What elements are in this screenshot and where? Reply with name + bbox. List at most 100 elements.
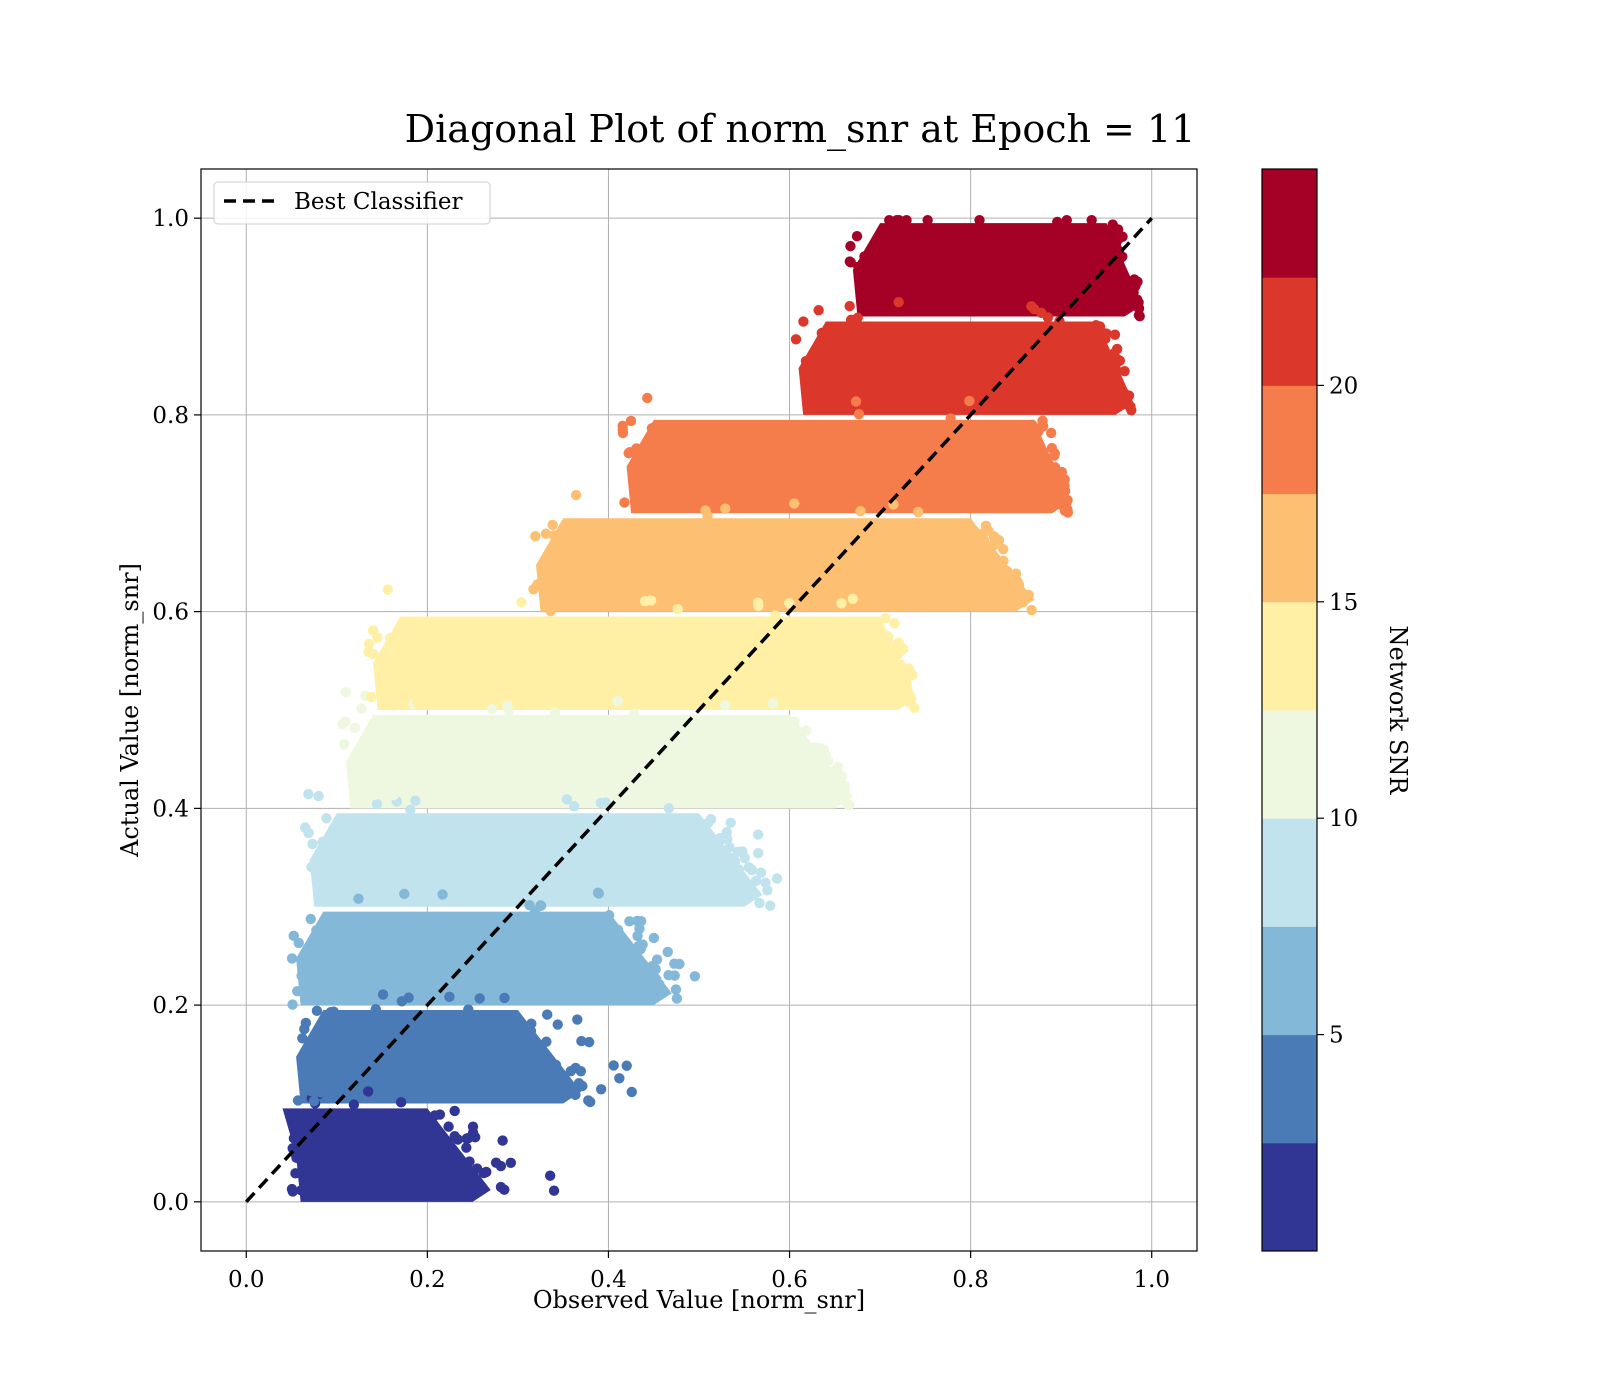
scatter-point-4-52 bbox=[340, 686, 352, 698]
scatter-point-3-45 bbox=[771, 873, 783, 884]
scatter-point-8-27 bbox=[893, 297, 904, 308]
scatter-point-2-53 bbox=[593, 888, 604, 899]
scatter-point-2-43 bbox=[535, 900, 547, 912]
scatter-point-2-26 bbox=[315, 946, 326, 957]
scatter-point-0-50 bbox=[290, 1168, 301, 1179]
colorbar-segment-7 bbox=[1262, 385, 1317, 495]
scatter-point-0-40 bbox=[548, 1185, 560, 1196]
x-tick-label-1: 0.2 bbox=[409, 1267, 446, 1293]
scatter-point-8-54 bbox=[1119, 365, 1130, 377]
scatter-point-2-54 bbox=[353, 893, 364, 904]
scatter-point-8-14 bbox=[1036, 307, 1047, 319]
scatter-point-2-2 bbox=[305, 913, 316, 925]
scatter-point-3-34 bbox=[750, 875, 762, 886]
scatter-point-8-53 bbox=[790, 334, 802, 345]
y-axis-ticks: 0.0 0.2 0.4 0.6 0.8 1.0 bbox=[152, 206, 201, 1216]
scatter-point-5-30 bbox=[414, 638, 426, 649]
scatter-point-4-21 bbox=[367, 767, 379, 779]
scatter-point-1-24 bbox=[316, 1087, 327, 1098]
scatter-point-1-27 bbox=[336, 1079, 348, 1091]
scatter-point-3-48 bbox=[321, 841, 333, 853]
scatter-point-3-53 bbox=[732, 846, 743, 858]
scatter-band-4 bbox=[345, 714, 853, 809]
scatter-point-3-39 bbox=[339, 884, 350, 896]
scatter-point-9-33 bbox=[1086, 214, 1097, 226]
scatter-point-4-54 bbox=[838, 782, 850, 793]
scatter-point-3-14 bbox=[752, 829, 764, 840]
scatter-point-0-2 bbox=[297, 1114, 308, 1125]
scatter-point-6-17 bbox=[1026, 604, 1037, 616]
scatter-point-7-53 bbox=[1048, 469, 1059, 480]
scatter-point-3-9 bbox=[755, 867, 767, 878]
scatter-point-5-41 bbox=[382, 584, 393, 595]
scatter-point-1-52 bbox=[573, 1078, 585, 1089]
colorbar-segment-4 bbox=[1262, 710, 1317, 819]
scatter-point-5-12 bbox=[784, 598, 795, 609]
scatter-point-7-45 bbox=[1045, 427, 1057, 439]
best-classifier-line bbox=[244, 216, 1154, 1204]
scatter-point-1-49 bbox=[323, 1093, 334, 1104]
scatter-point-7-49 bbox=[1049, 448, 1060, 459]
scatter-point-1-2 bbox=[499, 992, 510, 1004]
x-axis-ticks: 0.0 0.2 0.4 0.6 0.8 1.0 bbox=[228, 1251, 1170, 1293]
scatter-point-8-3 bbox=[1054, 315, 1065, 327]
scatter-point-8-36 bbox=[813, 304, 824, 316]
scatter-point-5-35 bbox=[384, 632, 396, 644]
scatter-point-6-53 bbox=[549, 554, 560, 565]
scatter-point-2-40 bbox=[662, 946, 673, 958]
scatter-point-0-51 bbox=[293, 1147, 304, 1159]
scatter-point-1-9 bbox=[316, 1042, 328, 1053]
scatter-point-8-24 bbox=[814, 343, 826, 355]
scatter-point-3-54 bbox=[405, 804, 416, 816]
scatter-point-2-38 bbox=[292, 986, 303, 997]
scatter-point-5-44 bbox=[888, 651, 899, 662]
scatter-point-4-20 bbox=[502, 700, 513, 712]
plot-frame bbox=[200, 168, 1198, 1252]
scatter-point-6-33 bbox=[540, 528, 552, 539]
scatter-point-0-30 bbox=[467, 1121, 479, 1132]
y-tick-label-3: 0.6 bbox=[152, 600, 189, 626]
scatter-point-6-49 bbox=[912, 506, 924, 518]
scatter-point-4-51 bbox=[388, 789, 399, 801]
scatter-point-5-36 bbox=[900, 687, 911, 698]
scatter-point-4-45 bbox=[612, 695, 623, 707]
colorbar-frame bbox=[1261, 168, 1318, 1252]
colorbar-segment-8 bbox=[1262, 277, 1317, 386]
scatter-point-5-51 bbox=[893, 664, 904, 675]
colorbar-tick-label-0: 5 bbox=[1329, 1023, 1344, 1049]
scatter-point-6-3 bbox=[548, 530, 560, 541]
scatter-point-8-47 bbox=[806, 358, 818, 370]
scatter-point-7-22 bbox=[642, 392, 653, 404]
scatter-point-9-53 bbox=[851, 231, 863, 242]
scatter-point-5-5 bbox=[388, 700, 399, 711]
colorbar-tick-label-3: 20 bbox=[1329, 373, 1358, 399]
scatter-point-1-43 bbox=[308, 1095, 320, 1107]
scatter-point-7-46 bbox=[1059, 505, 1071, 517]
scatter-point-3-24 bbox=[754, 897, 765, 909]
scatter-point-8-16 bbox=[1109, 329, 1121, 340]
scatter-point-6-25 bbox=[979, 535, 990, 546]
scatter-point-4-27 bbox=[843, 799, 855, 811]
scatter-point-3-16 bbox=[315, 888, 327, 900]
scatter-point-1-44 bbox=[300, 1017, 312, 1029]
scatter-point-1-33 bbox=[474, 993, 485, 1004]
scatter-point-9-44 bbox=[859, 251, 870, 262]
scatter-point-6-4 bbox=[989, 552, 1001, 563]
scatter-point-8-44 bbox=[1100, 328, 1111, 339]
scatter-point-2-33 bbox=[296, 970, 307, 982]
scatter-point-6-45 bbox=[998, 543, 1009, 555]
scatter-point-0-33 bbox=[362, 1086, 374, 1097]
scatter-point-6-52 bbox=[1018, 596, 1029, 608]
chart-title: Diagonal Plot of norm_snr at Epoch = 11 bbox=[405, 107, 1196, 152]
scatter-point-2-18 bbox=[648, 932, 660, 944]
scatter-point-9-50 bbox=[884, 274, 896, 285]
scatter-point-4-44 bbox=[549, 707, 561, 718]
scatter-point-6-38 bbox=[559, 548, 570, 559]
scatter-point-4-26 bbox=[356, 703, 367, 714]
scatter-point-2-9 bbox=[338, 962, 350, 973]
scatter-point-2-27 bbox=[287, 999, 298, 1010]
scatter-point-1-28 bbox=[608, 1060, 619, 1071]
scatter-point-1-41 bbox=[328, 1006, 339, 1017]
scatter-point-2-35 bbox=[663, 969, 674, 981]
scatter-point-0-53 bbox=[286, 1183, 298, 1195]
